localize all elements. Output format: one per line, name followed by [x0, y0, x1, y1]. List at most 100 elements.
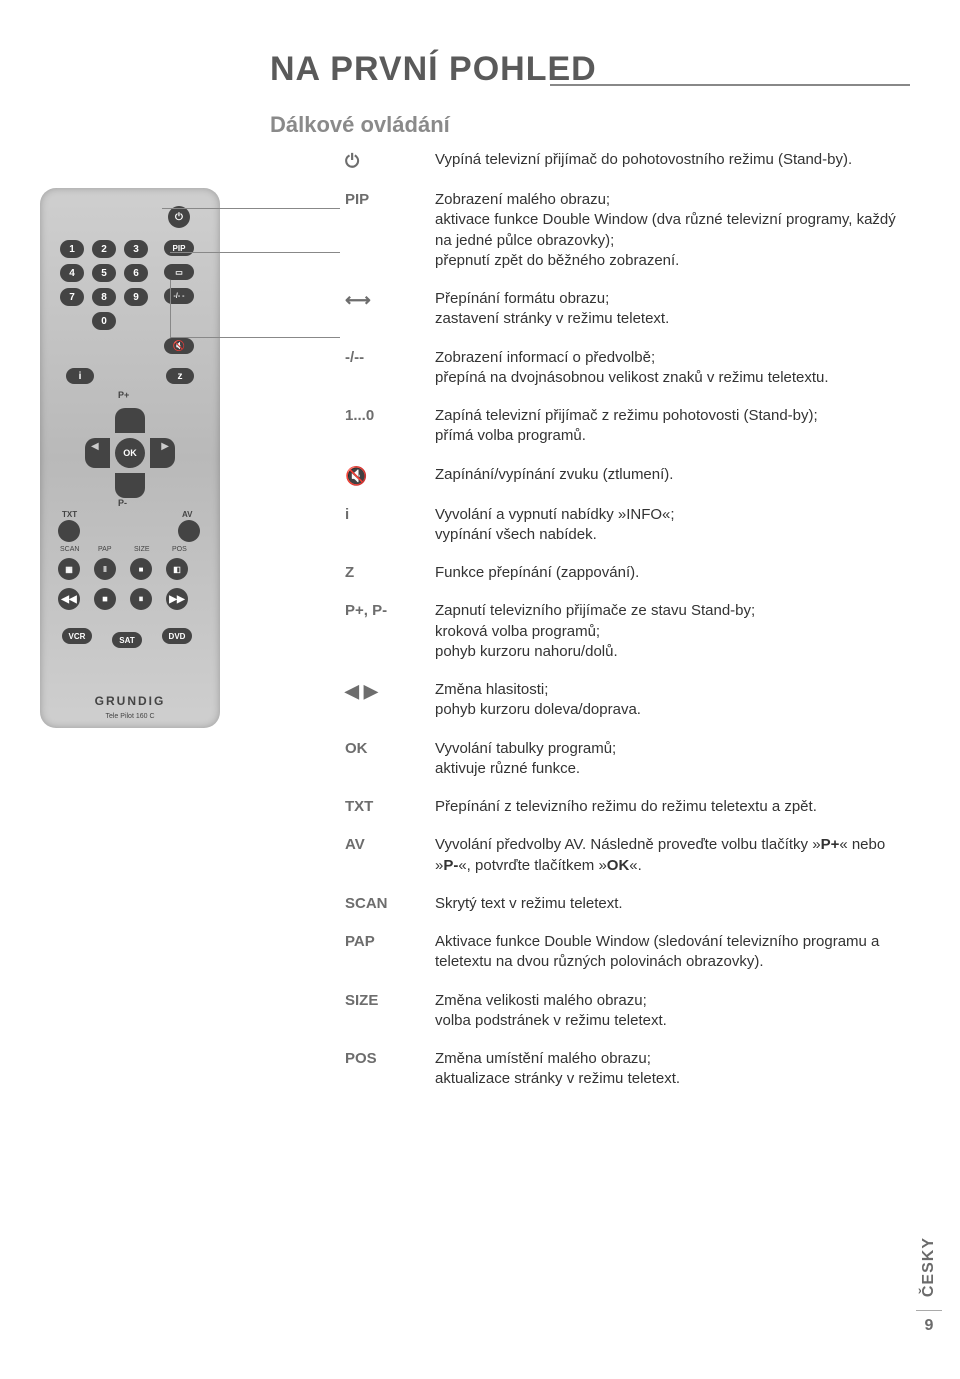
remote-size-btn: ■ — [130, 558, 152, 580]
desc-text: Zapnutí televizního přijímače ze stavu S… — [435, 601, 900, 662]
desc-row: SIZEZměna velikosti malého obrazu;volba … — [345, 991, 900, 1032]
remote-illustration: ⏻ 1 2 3 4 5 6 7 8 9 0 PIP ▭ -/- - 🔇 i z … — [40, 188, 220, 728]
key-leftright-icon: ◀ ▶ — [345, 680, 435, 721]
key-mute-icon: 🔇 — [345, 465, 435, 487]
desc-row: TXTPřepínání z televizního režimu do rež… — [345, 797, 900, 817]
leader-line — [162, 208, 340, 209]
key-format-icon: ⟷ — [345, 289, 435, 330]
remote-rev-btn: ◀◀ — [58, 588, 80, 610]
key-p-plus-minus: P+, P- — [345, 601, 435, 662]
desc-text: Změna umístění malého obrazu;aktualizace… — [435, 1049, 900, 1090]
remote-num-4: 4 — [60, 264, 84, 282]
desc-text: Funkce přepínání (zappování). — [435, 563, 900, 583]
remote-i-btn: i — [66, 368, 94, 384]
desc-row: ZFunkce přepínání (zappování). — [345, 563, 900, 583]
remote-play-btn: ⏸ — [130, 588, 152, 610]
remote-format-btn: ▭ — [164, 264, 194, 280]
key-ok: OK — [345, 739, 435, 780]
key-av: AV — [345, 835, 435, 876]
remote-txt-btn — [58, 520, 80, 542]
description-list: ⏻Vypíná televizní přijímač do pohotovost… — [345, 150, 900, 1108]
desc-row: 🔇Zapínání/vypínání zvuku (ztlumení). — [345, 465, 900, 487]
key-pos: POS — [345, 1049, 435, 1090]
remote-num-6: 6 — [124, 264, 148, 282]
remote-av-btn — [178, 520, 200, 542]
remote-scan-btn: ▦ — [58, 558, 80, 580]
remote-pap-btn: ‖ — [94, 558, 116, 580]
desc-text: Změna hlasitosti;pohyb kurzoru doleva/do… — [435, 680, 900, 721]
remote-num-2: 2 — [92, 240, 116, 258]
desc-row: PIPZobrazení malého obrazu;aktivace funk… — [345, 190, 900, 271]
desc-text: Vyvolání tabulky programů;aktivuje různé… — [435, 739, 900, 780]
page-side-tab: ČESKY 9 — [916, 1231, 942, 1353]
leader-line — [170, 280, 340, 338]
desc-row: SCANSkrytý text v režimu teletext. — [345, 894, 900, 914]
desc-text: Zobrazení malého obrazu;aktivace funkce … — [435, 190, 900, 271]
remote-pap-label: PAP — [98, 546, 112, 553]
remote-pos-btn: ◧ — [166, 558, 188, 580]
key-scan: SCAN — [345, 894, 435, 914]
remote-dpad: OK ◀ ▶ — [85, 408, 175, 498]
key-power-icon: ⏻ — [345, 150, 435, 172]
desc-row: ⏻Vypíná televizní přijímač do pohotovost… — [345, 150, 900, 172]
desc-text: Skrytý text v režimu teletext. — [435, 894, 900, 914]
remote-pip-btn: PIP — [164, 240, 194, 256]
remote-num-1: 1 — [60, 240, 84, 258]
desc-row: AVVyvolání předvolby AV. Následně proveď… — [345, 835, 900, 876]
key-i: i — [345, 505, 435, 546]
desc-row: ⟷Přepínání formátu obrazu;zastavení strá… — [345, 289, 900, 330]
desc-row: POSZměna umístění malého obrazu;aktualiz… — [345, 1049, 900, 1090]
desc-row: P+, P-Zapnutí televizního přijímače ze s… — [345, 601, 900, 662]
key-size: SIZE — [345, 991, 435, 1032]
desc-text: Zapíná televizní přijímač z režimu pohot… — [435, 406, 900, 447]
remote-ok-btn: OK — [115, 438, 145, 468]
remote-fwd-btn: ▶▶ — [166, 588, 188, 610]
remote-dvd-btn: DVD — [162, 628, 192, 644]
desc-text: Přepínání formátu obrazu;zastavení strán… — [435, 289, 900, 330]
remote-num-8: 8 — [92, 288, 116, 306]
language-label: ČESKY — [920, 1237, 938, 1297]
desc-row: -/--Zobrazení informací o předvolbě;přep… — [345, 348, 900, 389]
page-title: NA PRVNÍ POHLED — [270, 50, 597, 89]
remote-sat-btn: SAT — [112, 632, 142, 648]
desc-row: 1...0Zapíná televizní přijímač z režimu … — [345, 406, 900, 447]
desc-row: OKVyvolání tabulky programů;aktivuje růz… — [345, 739, 900, 780]
desc-text: Aktivace funkce Double Window (sledování… — [435, 932, 900, 973]
remote-scan-label: SCAN — [60, 546, 79, 553]
desc-row: PAPAktivace funkce Double Window (sledov… — [345, 932, 900, 973]
key-pip: PIP — [345, 190, 435, 271]
remote-brand: GRUNDIG — [40, 694, 220, 708]
remote-num-3: 3 — [124, 240, 148, 258]
desc-text: Vypíná televizní přijímač do pohotovostn… — [435, 150, 900, 172]
remote-txt-label: TXT — [62, 510, 77, 519]
remote-z-btn: z — [166, 368, 194, 384]
desc-row: iVyvolání a vypnutí nabídky »INFO«;vypín… — [345, 505, 900, 546]
remote-num-7: 7 — [60, 288, 84, 306]
remote-pminus-label: P- — [118, 498, 127, 508]
remote-num-5: 5 — [92, 264, 116, 282]
key-digits: -/-- — [345, 348, 435, 389]
remote-pos-label: POS — [172, 546, 187, 553]
page-number: 9 — [916, 1310, 942, 1335]
remote-num-9: 9 — [124, 288, 148, 306]
desc-text: Přepínání z televizního režimu do režimu… — [435, 797, 900, 817]
remote-num-0: 0 — [92, 312, 116, 330]
remote-av-label: AV — [182, 510, 193, 519]
desc-text: Změna velikosti malého obrazu;volba pods… — [435, 991, 900, 1032]
remote-mute-btn: 🔇 — [164, 338, 194, 354]
desc-row: ◀ ▶Změna hlasitosti;pohyb kurzoru doleva… — [345, 680, 900, 721]
subtitle: Dálkové ovládání — [270, 112, 450, 138]
key-numbers: 1...0 — [345, 406, 435, 447]
key-txt: TXT — [345, 797, 435, 817]
key-pap: PAP — [345, 932, 435, 973]
remote-stop-btn: ⏹ — [94, 588, 116, 610]
remote-power-btn: ⏻ — [168, 206, 190, 228]
desc-text: Zobrazení informací o předvolbě;přepíná … — [435, 348, 900, 389]
remote-size-label: SIZE — [134, 546, 150, 553]
remote-vcr-btn: VCR — [62, 628, 92, 644]
remote-pplus-label: P+ — [118, 390, 129, 400]
desc-text: Vyvolání a vypnutí nabídky »INFO«;vypíná… — [435, 505, 900, 546]
desc-text: Vyvolání předvolby AV. Následně proveďte… — [435, 835, 900, 876]
leader-line — [170, 252, 340, 253]
title-underline — [550, 84, 910, 86]
